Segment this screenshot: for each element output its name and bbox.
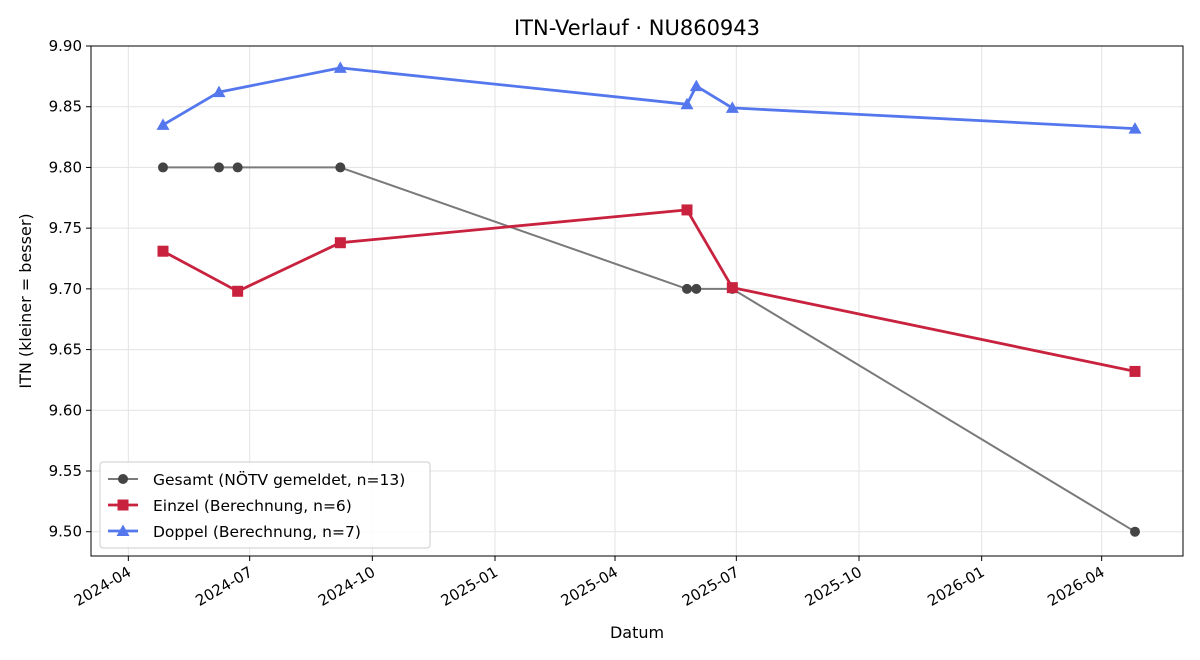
y-axis-label: ITN (kleiner = besser) (16, 213, 35, 388)
data-point (726, 282, 738, 294)
legend-label: Gesamt (NÖTV gemeldet, n=13) (153, 470, 405, 489)
plot-area-frame (90, 45, 1184, 557)
data-point (335, 162, 346, 173)
legend-box (99, 461, 431, 549)
data-point (680, 97, 694, 110)
data-point (689, 79, 703, 92)
series-square (157, 204, 1141, 377)
legend-label: Doppel (Berechnung, n=7) (153, 523, 361, 541)
data-point (725, 101, 739, 113)
data-point (1128, 122, 1142, 134)
data-point (682, 283, 692, 294)
legend-marker (118, 474, 128, 484)
chart-title: ITN-Verlauf · NU860943 (514, 16, 760, 40)
y-tick-label: 9.65 (49, 341, 82, 359)
data-point (232, 285, 244, 297)
legend-marker (117, 499, 129, 511)
data-point (691, 283, 702, 294)
y-tick-label: 9.50 (49, 523, 82, 541)
data-point (158, 162, 168, 173)
x-axis-label: Datum (610, 623, 664, 642)
series-triangle (156, 61, 1142, 134)
data-point (681, 204, 693, 216)
series-layer (156, 61, 1142, 537)
series-line (162, 208, 1136, 373)
data-point (212, 85, 226, 98)
data-point (157, 245, 169, 257)
data-point (333, 61, 347, 73)
data-point (334, 237, 346, 249)
y-axis-ticks: 9.50 9.55 9.60 9.65 9.70 9.75 9.80 9.85 9.90 (49, 37, 91, 541)
y-tick-label: 9.55 (49, 462, 82, 480)
data-point (1129, 365, 1141, 377)
y-tick-label: 9.75 (49, 219, 82, 237)
data-point (232, 162, 243, 173)
y-tick-label: 9.70 (49, 280, 82, 298)
data-point (214, 162, 224, 173)
legend-label: Einzel (Berechnung, n=6) (153, 497, 352, 515)
y-tick-label: 9.85 (49, 98, 82, 116)
y-tick-label: 9.90 (49, 37, 82, 55)
data-point (1130, 526, 1140, 537)
data-point (156, 118, 170, 130)
legend: Gesamt (NÖTV gemeldet, n=13) Einzel (Bere… (99, 461, 431, 549)
legend-marker (116, 524, 130, 536)
y-tick-label: 9.60 (49, 401, 82, 419)
y-tick-label: 9.80 (49, 158, 82, 176)
